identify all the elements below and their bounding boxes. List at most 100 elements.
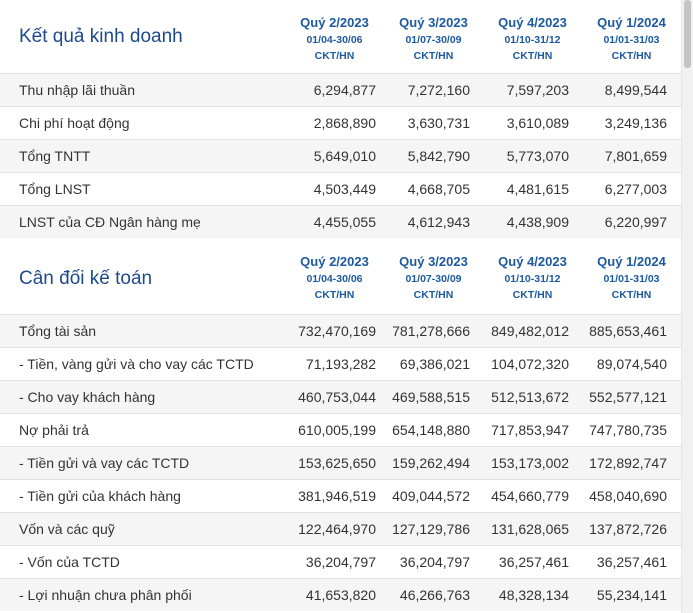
table-row: - Lợi nhuận chưa phân phối 41,653,820 46… xyxy=(0,578,681,611)
balance-sheet-table: Tổng tài sản 732,470,169 781,278,666 849… xyxy=(0,314,681,611)
cell-value: 781,278,666 xyxy=(392,323,470,339)
cell-value: 131,628,065 xyxy=(491,521,569,537)
cell-value: 610,005,199 xyxy=(298,422,376,438)
business-results-header: Kết quả kinh doanh Quý 2/2023 01/04-30/0… xyxy=(0,0,681,73)
quarter-label: Quý 1/2024 xyxy=(597,254,666,269)
report-type: CKT/HN xyxy=(413,50,454,62)
cell-value: 6,277,003 xyxy=(604,181,667,197)
cell-value: 55,234,141 xyxy=(596,587,667,603)
cell-value: 69,386,021 xyxy=(399,356,470,372)
business-results-table: Thu nhập lãi thuần 6,294,877 7,272,160 7… xyxy=(0,73,681,238)
cell-value: 122,464,970 xyxy=(298,521,376,537)
table-row: - Tiền, vàng gửi và cho vay các TCTD 71,… xyxy=(0,347,681,380)
cell-value: 172,892,747 xyxy=(589,455,667,471)
table-row: LNST của CĐ Ngân hàng mẹ 4,455,055 4,612… xyxy=(0,205,681,238)
table-row: - Vốn của TCTD 36,204,797 36,204,797 36,… xyxy=(0,545,681,578)
cell-value: 7,597,203 xyxy=(506,82,569,98)
report-type: CKT/HN xyxy=(611,50,652,62)
cell-value: 3,630,731 xyxy=(407,115,470,131)
table-row: Vốn và các quỹ 122,464,970 127,129,786 1… xyxy=(0,512,681,545)
quarter-range: 01/04-30/06 xyxy=(306,34,363,46)
quarter-range: 01/10-31/12 xyxy=(504,273,561,285)
cell-value: 717,853,947 xyxy=(491,422,569,438)
column-header-q1-2024[interactable]: Quý 1/2024 01/01-31/03 CKT/HN xyxy=(582,0,681,73)
table-row: Chi phí hoạt động 2,868,890 3,630,731 3,… xyxy=(0,106,681,139)
row-label: Tổng TNTT xyxy=(19,148,91,164)
cell-value: 36,204,797 xyxy=(305,554,376,570)
cell-value: 3,249,136 xyxy=(604,115,667,131)
cell-value: 409,044,572 xyxy=(392,488,470,504)
quarter-label: Quý 2/2023 xyxy=(300,15,369,30)
vertical-scrollbar[interactable] xyxy=(681,0,693,613)
cell-value: 71,193,282 xyxy=(305,356,376,372)
table-row: Tổng TNTT 5,649,010 5,842,790 5,773,070 … xyxy=(0,139,681,172)
cell-value: 5,649,010 xyxy=(313,148,376,164)
row-label: LNST của CĐ Ngân hàng mẹ xyxy=(19,214,201,230)
cell-value: 4,438,909 xyxy=(506,214,569,230)
cell-value: 127,129,786 xyxy=(392,521,470,537)
table-row: - Tiền gửi của khách hàng 381,946,519 40… xyxy=(0,479,681,512)
cell-value: 885,653,461 xyxy=(589,323,667,339)
column-header-q2-2023[interactable]: Quý 2/2023 01/04-30/06 CKT/HN xyxy=(285,0,384,73)
cell-value: 3,610,089 xyxy=(506,115,569,131)
cell-value: 48,328,134 xyxy=(498,587,569,603)
cell-value: 5,773,070 xyxy=(506,148,569,164)
column-header-q1-2024[interactable]: Quý 1/2024 01/01-31/03 CKT/HN xyxy=(582,238,681,314)
cell-value: 159,262,494 xyxy=(392,455,470,471)
cell-value: 89,074,540 xyxy=(596,356,667,372)
row-label: - Tiền, vàng gửi và cho vay các TCTD xyxy=(19,356,254,372)
cell-value: 4,455,055 xyxy=(313,214,376,230)
table-row: Tổng tài sản 732,470,169 781,278,666 849… xyxy=(0,314,681,347)
report-type: CKT/HN xyxy=(314,289,355,301)
quarter-label: Quý 3/2023 xyxy=(399,254,468,269)
row-label: Thu nhập lãi thuần xyxy=(19,82,135,98)
quarter-range: 01/07-30/09 xyxy=(405,34,462,46)
table-row: Tổng LNST 4,503,449 4,668,705 4,481,615 … xyxy=(0,172,681,205)
cell-value: 654,148,880 xyxy=(392,422,470,438)
column-header-q4-2023[interactable]: Quý 4/2023 01/10-31/12 CKT/HN xyxy=(483,0,582,73)
quarter-label: Quý 2/2023 xyxy=(300,254,369,269)
report-type: CKT/HN xyxy=(512,50,553,62)
row-label: Tổng tài sản xyxy=(19,323,97,339)
column-header-q4-2023[interactable]: Quý 4/2023 01/10-31/12 CKT/HN xyxy=(483,238,582,314)
row-label: - Tiền gửi của khách hàng xyxy=(19,488,181,504)
cell-value: 41,653,820 xyxy=(305,587,376,603)
row-label: - Tiền gửi và vay các TCTD xyxy=(19,455,190,471)
cell-value: 458,040,690 xyxy=(589,488,667,504)
report-type: CKT/HN xyxy=(314,50,355,62)
table-row: - Cho vay khách hàng 460,753,044 469,588… xyxy=(0,380,681,413)
row-label: - Cho vay khách hàng xyxy=(19,389,156,405)
cell-value: 153,625,650 xyxy=(298,455,376,471)
cell-value: 36,257,461 xyxy=(498,554,569,570)
quarter-range: 01/07-30/09 xyxy=(405,273,462,285)
quarter-range: 01/10-31/12 xyxy=(504,34,561,46)
row-label: Nợ phải trả xyxy=(19,422,89,438)
cell-value: 104,072,320 xyxy=(491,356,569,372)
cell-value: 36,204,797 xyxy=(399,554,470,570)
quarter-label: Quý 3/2023 xyxy=(399,15,468,30)
scrollbar-thumb[interactable] xyxy=(684,0,691,68)
cell-value: 512,513,672 xyxy=(491,389,569,405)
table-row: Nợ phải trả 610,005,199 654,148,880 717,… xyxy=(0,413,681,446)
column-header-q3-2023[interactable]: Quý 3/2023 01/07-30/09 CKT/HN xyxy=(384,0,483,73)
cell-value: 454,660,779 xyxy=(491,488,569,504)
cell-value: 46,266,763 xyxy=(399,587,470,603)
business-results-title: Kết quả kinh doanh xyxy=(19,25,183,47)
cell-value: 4,481,615 xyxy=(506,181,569,197)
balance-sheet-title: Cân đối kế toán xyxy=(19,268,153,289)
column-header-q2-2023[interactable]: Quý 2/2023 01/04-30/06 CKT/HN xyxy=(285,238,384,314)
report-type: CKT/HN xyxy=(611,289,652,301)
cell-value: 7,272,160 xyxy=(407,82,470,98)
row-label: Chi phí hoạt động xyxy=(19,115,130,131)
cell-value: 552,577,121 xyxy=(589,389,667,405)
cell-value: 5,842,790 xyxy=(407,148,470,164)
cell-value: 469,588,515 xyxy=(392,389,470,405)
column-header-q3-2023[interactable]: Quý 3/2023 01/07-30/09 CKT/HN xyxy=(384,238,483,314)
cell-value: 36,257,461 xyxy=(596,554,667,570)
cell-value: 381,946,519 xyxy=(298,488,376,504)
quarter-label: Quý 1/2024 xyxy=(597,15,666,30)
quarter-range: 01/04-30/06 xyxy=(306,273,363,285)
quarter-label: Quý 4/2023 xyxy=(498,15,567,30)
row-label: Vốn và các quỹ xyxy=(19,521,115,537)
